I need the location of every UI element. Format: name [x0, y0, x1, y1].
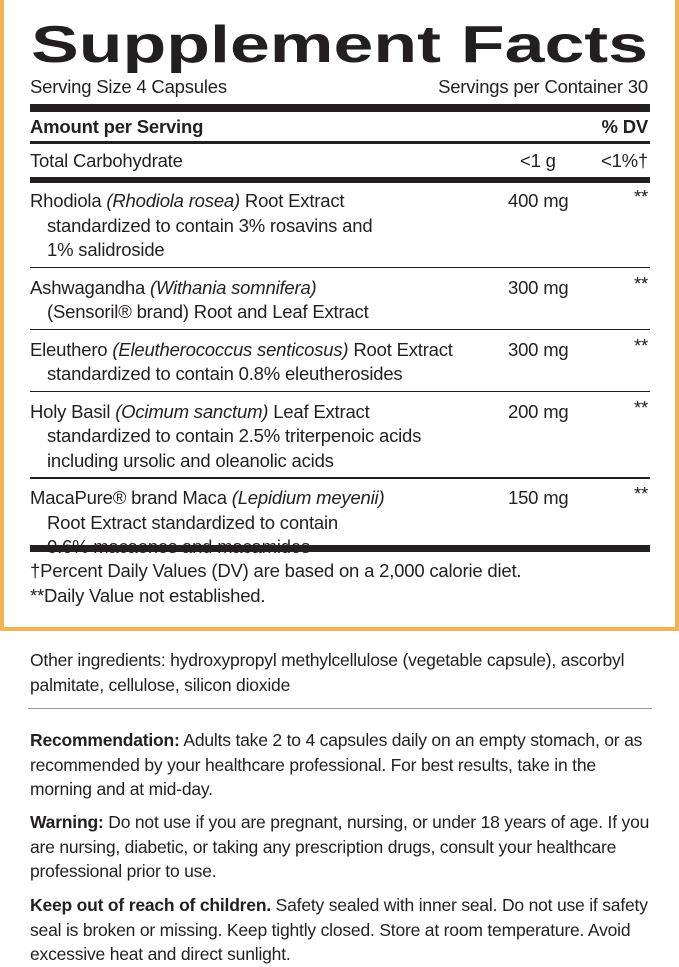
ingredient-latin-name: (Ocimum sanctum) — [115, 400, 269, 422]
ingredient-common-name: MacaPure® brand Maca — [30, 487, 227, 508]
ingredient-common-name: Eleuthero — [30, 338, 108, 360]
ingredient-description: Root Extract standardized to contain — [47, 511, 339, 533]
note: Warning: Do not use if you are pregnant,… — [30, 810, 652, 884]
note-label: Warning: — [30, 812, 104, 832]
title-svg: Supplement Facts — [31, 16, 648, 74]
footnote: †Percent Daily Values (DV) are based on … — [30, 560, 522, 581]
ingredient-dv: ** — [634, 396, 648, 418]
ingredient-description: standardized to contain 2.5% triterpenoi… — [47, 425, 422, 446]
separator — [28, 708, 652, 709]
ingredient-name: Holy Basil (Ocimum sanctum) Leaf Extract — [30, 400, 370, 424]
row-divider — [30, 390, 650, 392]
note-label: Recommendation: — [30, 730, 180, 750]
other-ingredients: Other ingredients: hydroxypropyl methylc… — [30, 650, 625, 695]
note-text: Do not use if you are pregnant, nursing,… — [30, 812, 650, 881]
divider — [30, 177, 650, 183]
ingredient-amount: 400 mg — [508, 190, 569, 211]
footnote: **Daily Value not established. — [30, 585, 266, 606]
note-text: Adults take 2 to 4 capsules daily on an … — [30, 730, 643, 799]
ingredient-description: 1% salidroside — [47, 239, 165, 260]
ingredient-part: Root Extract — [353, 338, 453, 360]
ingredient-dv: ** — [634, 186, 648, 207]
serving-size: Serving Size 4 Capsules — [30, 76, 227, 97]
ingredient-common-name: Ashwagandha — [30, 276, 146, 298]
ingredient-dv: ** — [634, 334, 648, 356]
ingredient-dv: ** — [634, 272, 648, 294]
ingredient-amount: 200 mg — [508, 400, 569, 422]
ingredient-description: (Sensoril® brand) Root and Leaf Extract — [47, 301, 369, 322]
ingredient-amount: 300 mg — [508, 338, 569, 360]
facts-panel — [0, 0, 679, 631]
ingredient-amount: 150 mg — [508, 487, 569, 508]
row-divider — [30, 328, 650, 330]
carb-dv: <1%† — [600, 150, 648, 171]
ingredient-name: MacaPure® brand Maca (Lepidium meyenii) — [30, 486, 385, 510]
note: Keep out of reach of children. Safety se… — [30, 893, 652, 967]
carb-amount: <1 g — [520, 150, 556, 171]
ingredient-common-name: Holy Basil — [30, 400, 111, 422]
row-divider — [30, 266, 650, 268]
ingredient-description: standardized to contain 0.8% eleutherosi… — [47, 363, 403, 384]
ingredient-common-name: Rhodiola — [30, 190, 102, 211]
amount-header: Amount per Serving — [30, 116, 204, 137]
dv-header: % DV — [601, 116, 649, 137]
ingredient-name: Ashwagandha (Withania somnifera) — [30, 276, 317, 300]
divider — [30, 104, 650, 112]
carb-name: Total Carbohydrate — [30, 150, 183, 171]
ingredient-name: Rhodiola (Rhodiola rosea) Root Extract — [30, 189, 345, 213]
ingredient-latin-name: (Eleutherococcus senticosus) — [112, 338, 349, 360]
ingredient-name: Eleuthero (Eleutherococcus senticosus) R… — [30, 338, 453, 362]
ingredient-part: Root Extract — [244, 190, 345, 211]
ingredient-description: standardized to contain 3% rosavins and — [47, 214, 373, 236]
row-divider — [30, 477, 650, 479]
divider — [30, 545, 650, 552]
servings-per-container: Servings per Container 30 — [438, 76, 648, 97]
ingredient-part: Leaf Extract — [273, 400, 370, 422]
note-label: Keep out of reach of children. — [30, 895, 271, 915]
note: Recommendation: Adults take 2 to 4 capsu… — [30, 728, 652, 802]
ingredient-amount: 300 mg — [508, 276, 569, 298]
ingredient-description: including ursolic and oleanolic acids — [47, 449, 334, 471]
divider — [30, 141, 650, 144]
note-text: Safety sealed with inner seal. Do not us… — [30, 895, 648, 964]
ingredient-latin-name: (Rhodiola rosea) — [106, 190, 240, 211]
facts-title: Supplement Facts — [31, 16, 648, 74]
ingredient-latin-name: (Withania somnifera) — [150, 276, 317, 298]
ingredient-latin-name: (Lepidium meyenii) — [231, 487, 385, 508]
ingredient-dv: ** — [634, 483, 648, 504]
